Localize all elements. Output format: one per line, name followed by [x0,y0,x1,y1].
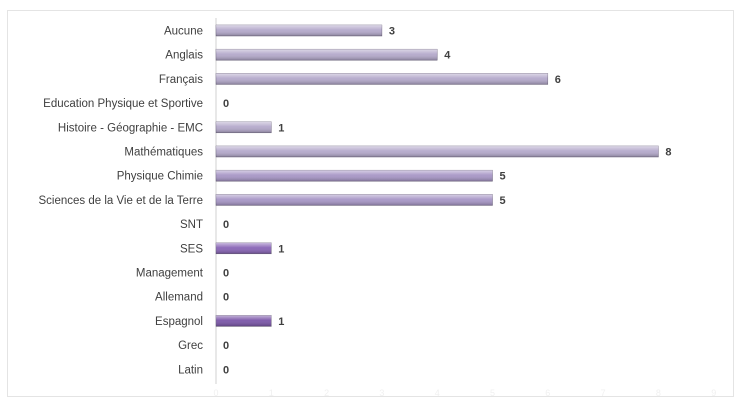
data-label: 0 [223,364,229,376]
x-tick-label: 9 [711,388,716,398]
data-label: 5 [500,171,506,183]
x-tick-label: 8 [656,388,661,398]
category-label: Espagnol [155,316,203,328]
data-label: 0 [223,98,229,110]
bar-shading [216,121,272,133]
category-label: Management [136,268,204,280]
category-label: Allemand [155,292,203,304]
category-label: Histoire - Géographie - EMC [58,122,203,134]
data-label: 3 [389,26,395,38]
x-tick-label: 2 [324,388,329,398]
category-labels: Aucune Anglais Français Education Physique … [38,26,203,377]
bar-shading [216,194,493,206]
x-tick-label: 1 [269,388,274,398]
category-label: SES [180,243,203,255]
category-label: Français [159,74,203,86]
category-label: Grec [178,340,203,352]
category-label: Anglais [165,50,203,62]
data-label: 0 [223,292,229,304]
bar-shading [216,315,272,327]
data-label: 6 [555,74,561,86]
category-label: Latin [178,364,203,376]
category-label: Mathématiques [124,147,203,159]
category-label: Physique Chimie [117,171,203,183]
x-tick-label: 6 [545,388,550,398]
bar-shading [216,49,438,61]
data-label: 4 [444,50,451,62]
data-label: 1 [278,122,284,134]
x-tick-label: 0 [213,388,218,398]
data-label: 1 [278,316,284,328]
x-axis-ticks: 0 1 2 3 4 5 6 7 8 9 [213,388,716,398]
bar-shading [216,242,272,254]
x-tick-label: 5 [490,388,495,398]
category-label: SNT [180,219,203,231]
bar-shading [216,73,548,85]
data-label: 8 [665,147,671,159]
category-label: Aucune [164,26,203,38]
bar-shading [216,146,659,157]
data-label: 5 [500,195,506,207]
x-tick-label: 4 [435,388,440,398]
bar-shading [216,170,493,182]
category-label: Education Physique et Sportive [43,98,203,110]
category-label: Sciences de la Vie et de la Terre [38,195,203,207]
data-label: 0 [223,268,229,280]
x-tick-label: 3 [379,388,384,398]
data-label: 0 [223,340,229,352]
data-label: 1 [278,243,284,255]
bar-shading [216,25,382,36]
data-label: 0 [223,219,229,231]
bars [215,24,659,327]
x-tick-label: 7 [601,388,606,398]
data-labels: 3 4 6 0 1 8 5 5 0 1 0 0 1 0 0 [223,26,672,377]
